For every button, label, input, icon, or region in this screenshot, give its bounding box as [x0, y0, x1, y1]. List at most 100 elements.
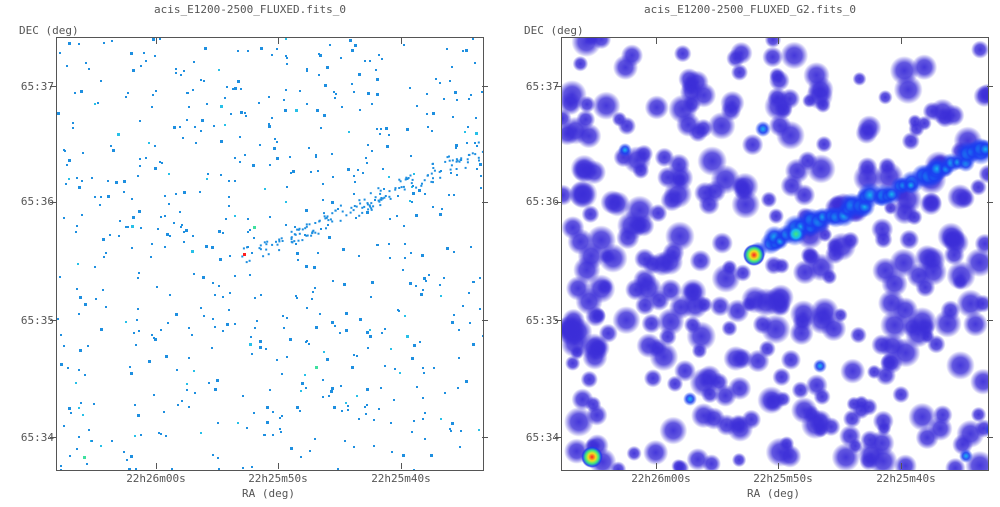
filament-pixel [246, 246, 248, 249]
photon-pixel [133, 332, 135, 334]
photon-pixel [160, 329, 162, 331]
photon-pixel [274, 138, 276, 140]
photon-pixel [86, 463, 88, 465]
filament-pixel [359, 202, 362, 205]
photon-pixel [373, 445, 375, 447]
smoothed-blob [840, 358, 866, 384]
axis-tick [987, 437, 993, 438]
left-y-tick-label: 65:36 [20, 195, 54, 208]
photon-pixel [353, 193, 355, 195]
photon-pixel [439, 82, 441, 84]
filament-pixel [444, 160, 447, 163]
photon-pixel [135, 344, 137, 346]
filament-pixel [304, 227, 307, 230]
photon-pixel [371, 281, 374, 284]
photon-pixel [341, 106, 343, 108]
photon-pixel [409, 87, 411, 89]
photon-pixel [247, 218, 249, 220]
photon-pixel [347, 409, 349, 411]
photon-pixel [78, 407, 80, 409]
photon-pixel [115, 181, 118, 184]
photon-pixel [399, 372, 401, 374]
filament-pixel [366, 202, 369, 205]
photon-pixel [422, 367, 424, 369]
photon-pixel [406, 128, 409, 131]
right-image-frame[interactable] [561, 37, 989, 471]
smoothed-blob [671, 458, 686, 470]
smoothed-blob [567, 228, 594, 255]
photon-pixel [292, 170, 295, 173]
photon-pixel [359, 318, 362, 321]
photon-pixel [272, 434, 274, 436]
photon-pixel [280, 431, 282, 433]
photon-pixel [242, 395, 244, 397]
photon-pixel [123, 191, 125, 193]
filament-pixel [325, 216, 328, 219]
left-image-canvas[interactable] [57, 38, 483, 470]
filament-pixel [420, 184, 423, 187]
photon-pixel [421, 254, 424, 257]
photon-pixel [57, 112, 60, 115]
photon-pixel [320, 127, 322, 129]
photon-pixel [370, 296, 372, 298]
photon-pixel [426, 93, 428, 95]
photon-pixel [416, 105, 418, 107]
smoothed-blob [793, 184, 816, 206]
photon-pixel [99, 204, 101, 206]
photon-pixel [173, 222, 175, 224]
right-image-panel: acis_E1200-2500_FLUXED_G2.fits_0 DEC (de… [500, 0, 1000, 507]
filament-pixel [266, 240, 269, 243]
bright-source [755, 121, 771, 137]
photon-pixel [279, 428, 281, 430]
photon-pixel [157, 228, 159, 230]
photon-pixel [386, 145, 389, 148]
filament-pixel [369, 192, 372, 195]
filament-pixel [290, 236, 293, 239]
smoothed-blob [947, 184, 973, 210]
photon-pixel [356, 395, 358, 397]
smoothed-blob [616, 210, 647, 241]
photon-pixel [348, 131, 350, 133]
left-x-axis-label: RA (deg) [242, 487, 295, 500]
photon-pixel [137, 308, 139, 310]
photon-pixel [268, 96, 270, 98]
photon-pixel [259, 346, 262, 349]
photon-pixel [314, 287, 316, 289]
photon-pixel [217, 422, 219, 424]
smoothed-blob [752, 314, 773, 335]
photon-pixel [119, 220, 121, 222]
photon-pixel [295, 109, 298, 112]
photon-pixel [67, 367, 69, 369]
photon-pixel [389, 218, 391, 220]
photon-pixel [191, 250, 194, 253]
right-image-canvas[interactable] [562, 38, 988, 470]
photon-pixel [295, 295, 297, 297]
smoothed-blob [682, 281, 703, 302]
photon-pixel [294, 226, 296, 228]
photon-pixel [326, 358, 329, 361]
photon-pixel [68, 407, 71, 410]
smoothed-blob [933, 309, 962, 338]
photon-pixel [269, 216, 271, 218]
photon-pixel [80, 402, 82, 404]
photon-pixel [332, 176, 334, 178]
photon-pixel [366, 388, 369, 391]
photon-pixel [345, 329, 348, 332]
photon-pixel [240, 111, 243, 114]
photon-pixel [375, 69, 377, 71]
left-image-frame[interactable] [56, 37, 484, 471]
photon-pixel [269, 164, 271, 166]
photon-pixel [393, 399, 395, 401]
left-x-tick-label: 22h25m50s [248, 472, 308, 485]
smoothed-blob [971, 40, 988, 59]
filament-pixel [368, 204, 371, 207]
photon-pixel [470, 94, 472, 96]
photon-pixel [191, 334, 193, 336]
bright-source [618, 143, 632, 157]
smoothed-blob [673, 44, 692, 63]
photon-pixel [347, 405, 349, 407]
left-y-tick-label: 65:35 [20, 314, 54, 327]
photon-pixel [225, 218, 227, 220]
axis-tick [482, 202, 488, 203]
photon-pixel [379, 133, 381, 135]
